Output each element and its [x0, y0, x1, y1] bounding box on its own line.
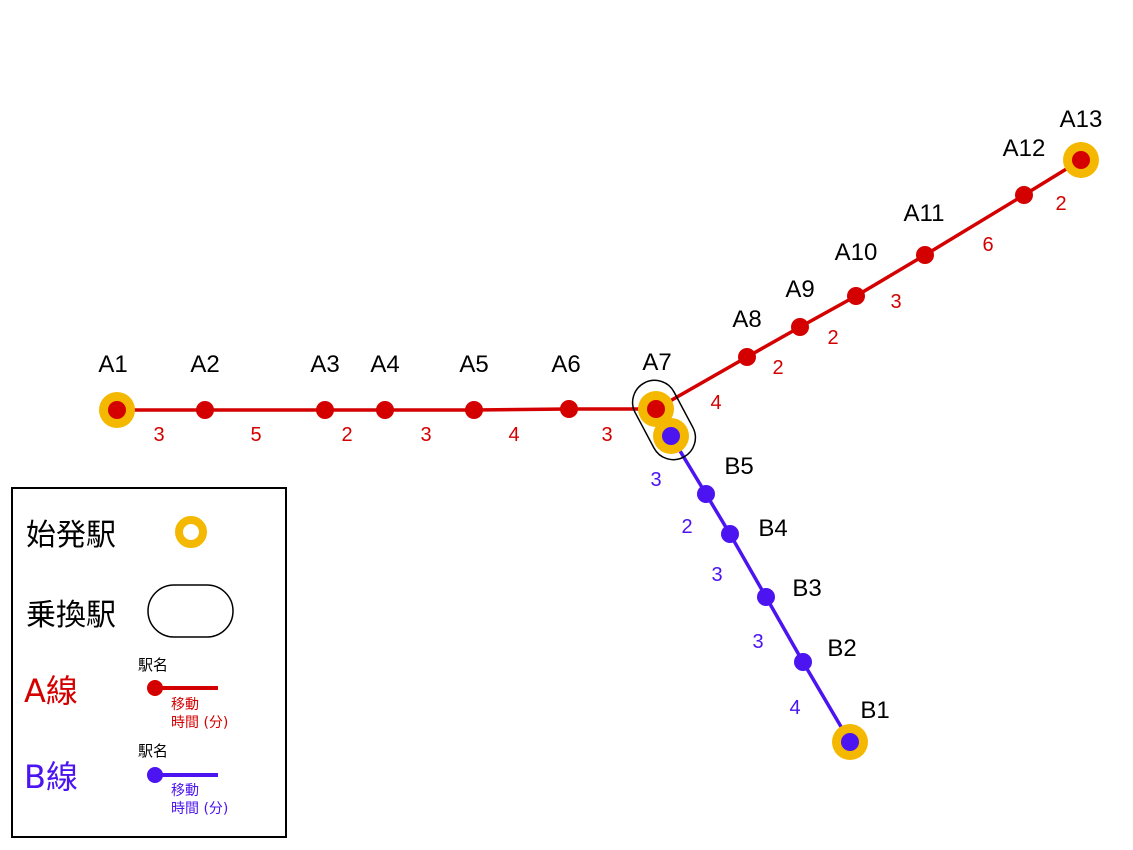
- legend-line-a-station-name: 駅名: [138, 656, 168, 674]
- station-dot-A1: [108, 401, 126, 419]
- station-label-A7: A7: [642, 349, 671, 376]
- legend-line-b-station-dot: [147, 767, 163, 783]
- legend-line-b-time-1: 移動: [171, 783, 199, 799]
- origin-ring-icon: [175, 516, 207, 548]
- station-dot-B4: [721, 525, 739, 543]
- legend-line-a-time-2: 時間 (分): [171, 715, 228, 731]
- station-dot-A7: [647, 400, 665, 418]
- station-dot-A5: [465, 401, 483, 419]
- station-dot-A8: [738, 348, 756, 366]
- transfer-station-marker: [631, 379, 697, 461]
- travel-time-a-6: 3: [601, 424, 612, 446]
- station-dot-B1: [841, 733, 859, 751]
- station-dot-A9: [791, 318, 809, 336]
- travel-time-a-5: 4: [508, 424, 519, 446]
- station-dot-B3: [757, 588, 775, 606]
- travel-time-a-9: 2: [827, 327, 838, 349]
- station-label-A4: A4: [370, 351, 399, 378]
- travel-time-b-1: 3: [650, 469, 661, 491]
- station-label-B2: B2: [827, 635, 856, 662]
- station-label-A5: A5: [459, 351, 488, 378]
- travel-time-b-5: 4: [789, 697, 800, 719]
- station-dot-A4: [376, 401, 394, 419]
- line-a-track: [117, 158, 1082, 412]
- legend-line-b-time-2: 時間 (分): [171, 801, 228, 817]
- station-label-B5: B5: [724, 453, 753, 480]
- travel-time-b-4: 3: [752, 631, 763, 653]
- travel-time-a-10: 3: [890, 291, 901, 313]
- station-dot-A12: [1015, 186, 1033, 204]
- station-dot-A11: [916, 246, 934, 264]
- station-label-A8: A8: [732, 306, 761, 333]
- legend-line-a-station-dot: [147, 680, 163, 696]
- station-label-A6: A6: [551, 351, 580, 378]
- legend-line-b-label: B線: [24, 758, 78, 796]
- station-dot-B2: [794, 653, 812, 671]
- travel-time-a-11: 6: [982, 234, 993, 256]
- travel-time-a-4: 3: [420, 424, 431, 446]
- station-label-A10: A10: [835, 239, 878, 266]
- station-label-A13: A13: [1060, 106, 1103, 133]
- legend-transfer-label: 乗換駅: [26, 598, 116, 633]
- station-dot-A13: [1072, 151, 1090, 169]
- transfer-capsule-icon: [147, 584, 234, 638]
- travel-time-a-3: 2: [341, 424, 352, 446]
- travel-time-b-3: 3: [711, 564, 722, 586]
- station-label-B3: B3: [792, 575, 821, 602]
- station-label-B4: B4: [758, 515, 787, 542]
- line-b-track: [669, 435, 852, 743]
- station-label-B1: B1: [860, 697, 889, 724]
- travel-time-a-12: 2: [1055, 193, 1066, 215]
- station-dot-A10: [847, 287, 865, 305]
- station-dot-B5: [697, 485, 715, 503]
- legend-line-a-time-1: 移動: [171, 697, 199, 713]
- station-dot-A6: [560, 400, 578, 418]
- travel-time-a-2: 5: [250, 424, 261, 446]
- travel-time-a-1: 3: [153, 424, 164, 446]
- station-dot-A3: [316, 401, 334, 419]
- station-label-A9: A9: [785, 276, 814, 303]
- station-label-A2: A2: [190, 351, 219, 378]
- travel-time-b-2: 2: [681, 516, 692, 538]
- legend: 始発駅 乗換駅 A線 駅名 移動 時間 (分) B線 駅名 移動 時間 (分): [11, 487, 287, 838]
- travel-time-a-8: 2: [772, 357, 783, 379]
- legend-line-a-label: A線: [24, 672, 78, 710]
- station-label-A12: A12: [1003, 135, 1046, 162]
- station-label-A1: A1: [98, 351, 127, 378]
- station-dot-b-transfer: [662, 427, 680, 445]
- legend-line-b-station-name: 駅名: [138, 742, 168, 760]
- legend-origin-label: 始発駅: [26, 518, 116, 553]
- station-label-A11: A11: [904, 200, 945, 227]
- station-label-A3: A3: [310, 351, 339, 378]
- travel-time-a-7: 4: [710, 392, 721, 414]
- station-dot-A2: [196, 401, 214, 419]
